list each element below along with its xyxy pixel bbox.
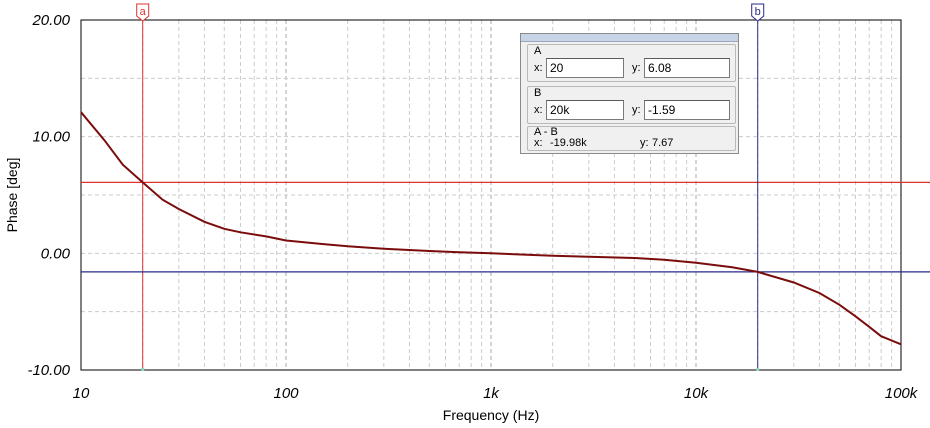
x-tick-label: 100k (885, 385, 919, 402)
panel-titlebar[interactable] (521, 34, 738, 42)
cursor-b-label: b (755, 6, 761, 18)
cursor-diff-title: A - B (534, 126, 558, 138)
cursor-b-handle[interactable] (751, 3, 765, 22)
cursor-lines[interactable] (81, 12, 930, 371)
y-tick-label: 10.00 (32, 129, 70, 146)
cursor-a-y-label: y: (632, 62, 641, 74)
cursor-a-handle[interactable] (136, 3, 150, 22)
grid (81, 20, 901, 370)
cursor-b-marker (756, 368, 760, 371)
y-tick-label: 0.00 (41, 245, 71, 262)
cursor-b-x-label: x: (534, 104, 543, 116)
x-tick-label: 10k (684, 385, 710, 402)
cursor-a-x-label: x: (534, 62, 543, 74)
cursor-b-x-field[interactable]: 20k (546, 100, 624, 120)
y-tick-label: -10.00 (27, 362, 70, 379)
cursor-b-y-field[interactable]: -1.59 (644, 100, 730, 120)
cursor-a-group: A x: 20 y: 6.08 (527, 44, 736, 82)
y-tick-label: 20.00 (31, 12, 70, 29)
cursor-diff-y-label: y: (640, 137, 649, 149)
y-axis-title: Phase [deg] (4, 158, 20, 233)
cursor-diff-y-value: 7.67 (652, 137, 674, 149)
cursor-a-label: a (140, 6, 147, 18)
plot-area-frame (80, 19, 902, 371)
x-tick-label: 1k (483, 385, 500, 402)
cursor-a-x-field[interactable]: 20 (546, 58, 624, 78)
cursor-a-y-field[interactable]: 6.08 (644, 58, 730, 78)
cursor-diff-x-value: -19.98k (550, 137, 587, 149)
series-line-phase (80, 111, 902, 346)
cursor-readout-panel[interactable]: A x: 20 y: 6.08 B x: 20k y: -1.59 A - B … (520, 33, 739, 154)
cursor-a-title: A (534, 45, 542, 57)
cursor-b-y-label: y: (632, 104, 641, 116)
cursor-a-marker (141, 368, 145, 371)
cursor-diff-group: A - B x: -19.98k y: 7.67 (527, 126, 736, 151)
x-tick-label: 100 (273, 385, 299, 402)
cursor-b-title: B (534, 87, 542, 99)
x-tick-label: 10 (73, 385, 90, 402)
cursor-diff-x-label: x: (534, 137, 543, 149)
tick-labels: 10 100 1k 10k 100k 20.00 10.00 0.00 -10.00 (27, 12, 918, 402)
x-axis-title: Frequency (Hz) (443, 407, 539, 423)
cursor-b-group: B x: 20k y: -1.59 (527, 86, 736, 124)
